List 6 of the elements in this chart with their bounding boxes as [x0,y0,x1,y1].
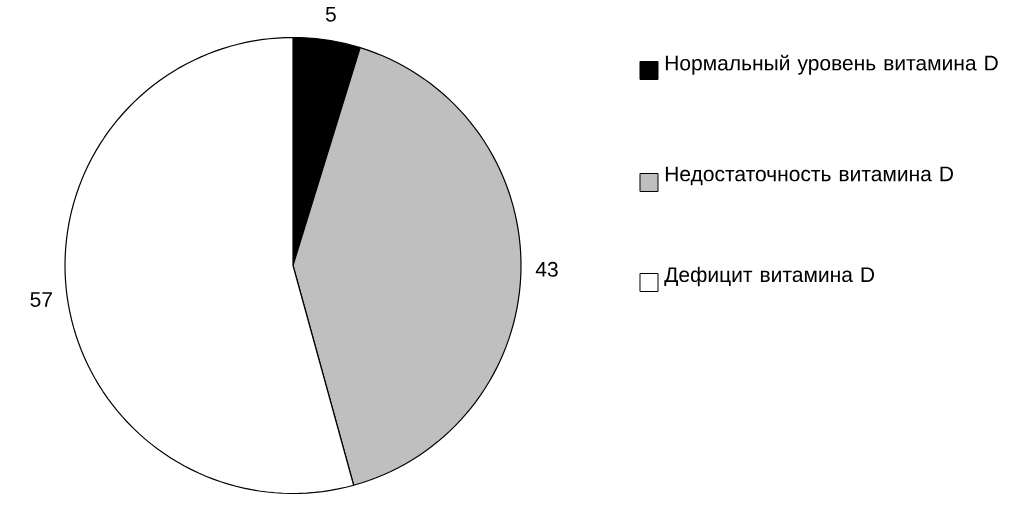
legend-label: Дефицит витамина D [664,266,875,287]
legend-label: Недостаточность витамина D [665,166,953,186]
data-label: 43 [535,261,558,277]
legend-label: Нормальный уровень витамина D [665,54,998,75]
data-label: 5 [325,6,336,22]
data-label: 57 [30,292,52,307]
